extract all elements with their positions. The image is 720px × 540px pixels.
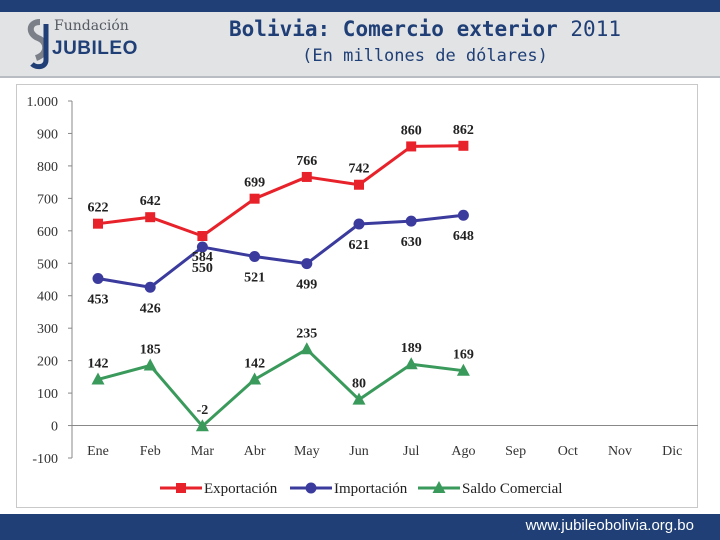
data-label: 235 — [296, 326, 317, 341]
y-tick-label: 700 — [37, 192, 58, 207]
y-tick-label: 900 — [37, 127, 58, 142]
x-tick-label: Mar — [191, 444, 215, 459]
series-marker — [249, 193, 260, 204]
data-label: 499 — [296, 278, 317, 293]
jubileo-logo-icon — [27, 19, 49, 70]
x-tick-label: Ago — [451, 444, 475, 459]
x-tick-label: Oct — [558, 444, 578, 459]
series-marker — [249, 250, 261, 262]
legend-marker — [432, 481, 446, 493]
series-marker — [352, 392, 366, 405]
data-label: 766 — [296, 154, 317, 169]
y-tick-label: 300 — [37, 322, 58, 337]
series-marker — [406, 141, 417, 152]
x-tick-label: Sep — [505, 444, 526, 459]
footer-url[interactable]: www.jubileobolivia.org.bo — [525, 517, 694, 534]
data-label: -2 — [197, 403, 209, 418]
x-tick-label: Jul — [403, 444, 419, 459]
series-marker — [248, 372, 262, 385]
legend-label: Importación — [334, 481, 408, 497]
footer-bar — [0, 514, 720, 540]
data-label: 142 — [244, 356, 265, 371]
data-label: 699 — [244, 176, 265, 191]
y-tick-label: -100 — [32, 452, 58, 467]
chart-axes: -100 0 100 200 300 400 500 600 700 800 900 1.000 Ene… — [27, 95, 698, 467]
series-marker — [197, 231, 208, 242]
chart-legend: Exportación Importación Saldo Comercial — [160, 481, 562, 497]
data-label: 185 — [140, 343, 161, 358]
chart-series — [91, 140, 470, 432]
series-marker — [301, 171, 312, 182]
series-marker — [457, 209, 469, 221]
data-label: 742 — [349, 162, 370, 177]
x-tick-label: Ene — [87, 444, 109, 459]
data-label: 642 — [140, 194, 161, 209]
series-marker — [93, 218, 103, 229]
header-band — [0, 12, 720, 76]
series-line-1 — [97, 144, 464, 238]
y-tick-label: 600 — [37, 225, 58, 240]
series-marker — [91, 372, 105, 385]
data-label: 621 — [349, 238, 370, 253]
y-tick-label: 100 — [37, 387, 58, 402]
title-year: 2011 — [570, 17, 621, 41]
series-marker — [405, 215, 417, 227]
data-label: 453 — [88, 293, 109, 308]
data-label: 426 — [140, 301, 161, 316]
data-label: 860 — [401, 123, 422, 138]
data-label: 142 — [88, 356, 109, 371]
legend-marker — [305, 482, 317, 494]
data-label: 648 — [453, 229, 474, 244]
series-line-3 — [97, 347, 464, 428]
series-marker — [143, 358, 157, 371]
legend-label: Saldo Comercial — [462, 481, 562, 497]
logo-main-text: JUBILEO — [52, 38, 138, 59]
series-marker — [196, 241, 208, 253]
legend-marker — [176, 483, 186, 493]
data-label: 521 — [244, 270, 265, 285]
series-marker — [301, 258, 313, 270]
series-marker — [195, 419, 209, 432]
y-tick-label: 400 — [37, 290, 58, 305]
series-marker — [353, 218, 365, 230]
x-tick-label: May — [294, 444, 320, 459]
x-tick-label: Nov — [608, 444, 632, 459]
data-label: 169 — [453, 348, 474, 363]
series-marker — [456, 363, 470, 376]
x-tick-label: Abr — [244, 444, 266, 459]
chart-data-labels: 622 642 584 699 766 742 860 862 453 426 550 521 499 6… — [88, 123, 474, 418]
x-tick-label: Jun — [349, 444, 368, 459]
series-marker — [92, 273, 104, 285]
x-tick-label: Feb — [140, 444, 161, 459]
logo-script-text: Fundación — [54, 18, 129, 34]
data-label: 189 — [401, 341, 422, 356]
page-title: Bolivia: Comercio exterior 2011 — [150, 17, 700, 41]
y-tick-label: 500 — [37, 257, 58, 272]
title-text: Bolivia: Comercio exterior — [229, 17, 558, 41]
legend-label: Exportación — [204, 481, 278, 497]
data-label: 622 — [88, 201, 109, 216]
data-label: 584 — [192, 250, 213, 265]
data-label: 630 — [401, 235, 422, 250]
y-tick-label: 800 — [37, 160, 58, 175]
series-marker — [145, 212, 156, 223]
data-label: 550 — [192, 261, 213, 276]
series-marker — [144, 281, 156, 293]
data-label: 862 — [453, 123, 474, 138]
page-subtitle: (En millones de dólares) — [302, 46, 548, 66]
top-bar — [0, 0, 720, 12]
y-tick-label: 200 — [37, 355, 58, 370]
data-label: 80 — [352, 377, 366, 392]
series-line-2 — [97, 213, 464, 289]
series-marker — [354, 179, 364, 190]
series-marker — [300, 342, 314, 355]
x-tick-label: Dic — [662, 444, 682, 459]
series-marker — [458, 140, 469, 151]
header-divider — [0, 76, 720, 78]
chart-frame — [16, 84, 698, 508]
y-tick-label: 0 — [51, 420, 58, 435]
series-marker — [404, 357, 418, 370]
y-tick-label: 1.000 — [27, 95, 59, 110]
